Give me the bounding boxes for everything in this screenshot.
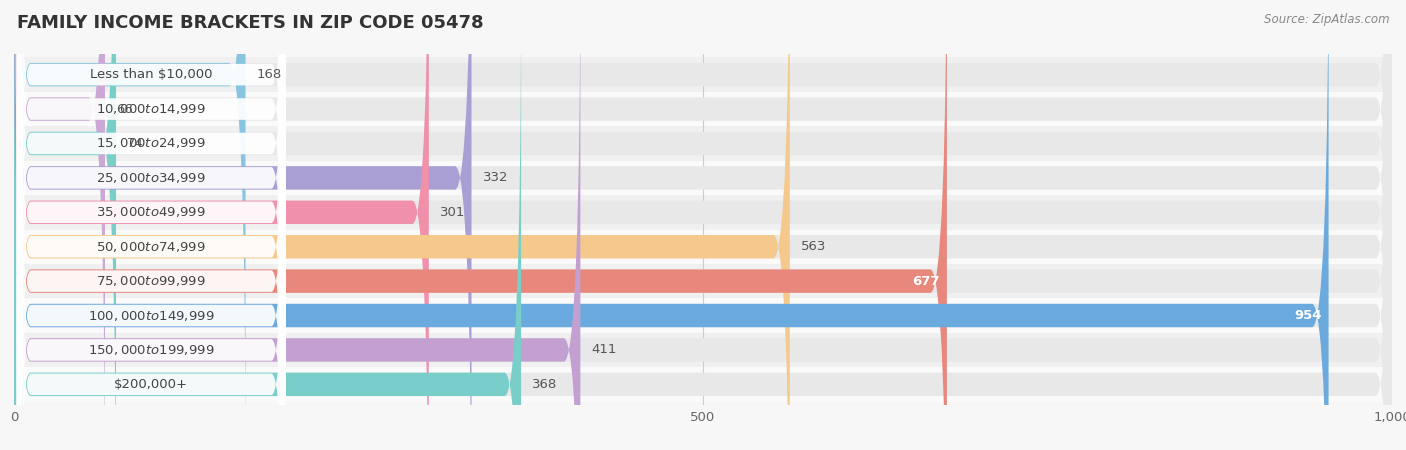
FancyBboxPatch shape bbox=[17, 0, 285, 450]
FancyBboxPatch shape bbox=[14, 0, 117, 450]
FancyBboxPatch shape bbox=[17, 0, 285, 450]
Text: $75,000 to $99,999: $75,000 to $99,999 bbox=[97, 274, 207, 288]
FancyBboxPatch shape bbox=[14, 58, 1392, 92]
FancyBboxPatch shape bbox=[14, 0, 429, 450]
FancyBboxPatch shape bbox=[14, 0, 1392, 450]
Text: 74: 74 bbox=[127, 137, 143, 150]
FancyBboxPatch shape bbox=[14, 0, 1392, 450]
FancyBboxPatch shape bbox=[14, 161, 1392, 195]
FancyBboxPatch shape bbox=[14, 298, 1392, 333]
FancyBboxPatch shape bbox=[17, 0, 285, 450]
Text: Source: ZipAtlas.com: Source: ZipAtlas.com bbox=[1264, 14, 1389, 27]
FancyBboxPatch shape bbox=[14, 0, 471, 450]
Text: 411: 411 bbox=[592, 343, 617, 356]
FancyBboxPatch shape bbox=[17, 0, 285, 450]
FancyBboxPatch shape bbox=[14, 0, 1392, 450]
FancyBboxPatch shape bbox=[14, 0, 1392, 450]
FancyBboxPatch shape bbox=[14, 0, 1392, 450]
FancyBboxPatch shape bbox=[14, 195, 1392, 230]
Text: 168: 168 bbox=[256, 68, 281, 81]
FancyBboxPatch shape bbox=[14, 0, 1392, 450]
FancyBboxPatch shape bbox=[14, 0, 522, 450]
Text: 677: 677 bbox=[912, 274, 941, 288]
Text: $200,000+: $200,000+ bbox=[114, 378, 188, 391]
Text: 563: 563 bbox=[801, 240, 827, 253]
Text: FAMILY INCOME BRACKETS IN ZIP CODE 05478: FAMILY INCOME BRACKETS IN ZIP CODE 05478 bbox=[17, 14, 484, 32]
FancyBboxPatch shape bbox=[14, 0, 1392, 450]
FancyBboxPatch shape bbox=[14, 0, 946, 450]
FancyBboxPatch shape bbox=[17, 0, 285, 415]
Text: Less than $10,000: Less than $10,000 bbox=[90, 68, 212, 81]
Text: 954: 954 bbox=[1294, 309, 1322, 322]
Text: $50,000 to $74,999: $50,000 to $74,999 bbox=[97, 240, 207, 254]
FancyBboxPatch shape bbox=[14, 0, 105, 450]
FancyBboxPatch shape bbox=[17, 10, 285, 450]
FancyBboxPatch shape bbox=[14, 92, 1392, 126]
Text: $25,000 to $34,999: $25,000 to $34,999 bbox=[97, 171, 207, 185]
FancyBboxPatch shape bbox=[14, 0, 790, 450]
Text: $10,000 to $14,999: $10,000 to $14,999 bbox=[97, 102, 207, 116]
FancyBboxPatch shape bbox=[17, 0, 285, 449]
Text: 301: 301 bbox=[440, 206, 465, 219]
Text: $150,000 to $199,999: $150,000 to $199,999 bbox=[89, 343, 215, 357]
Text: $100,000 to $149,999: $100,000 to $149,999 bbox=[89, 309, 215, 323]
FancyBboxPatch shape bbox=[17, 0, 285, 450]
FancyBboxPatch shape bbox=[14, 264, 1392, 298]
Text: 368: 368 bbox=[531, 378, 557, 391]
FancyBboxPatch shape bbox=[17, 44, 285, 450]
Text: $35,000 to $49,999: $35,000 to $49,999 bbox=[97, 205, 207, 219]
FancyBboxPatch shape bbox=[14, 0, 1392, 450]
Text: 332: 332 bbox=[482, 171, 508, 184]
FancyBboxPatch shape bbox=[14, 126, 1392, 161]
FancyBboxPatch shape bbox=[14, 0, 1329, 450]
FancyBboxPatch shape bbox=[17, 0, 285, 450]
FancyBboxPatch shape bbox=[14, 333, 1392, 367]
Text: 66: 66 bbox=[117, 103, 132, 116]
FancyBboxPatch shape bbox=[14, 0, 1392, 450]
FancyBboxPatch shape bbox=[14, 0, 246, 450]
FancyBboxPatch shape bbox=[14, 367, 1392, 401]
FancyBboxPatch shape bbox=[14, 0, 581, 450]
Text: $15,000 to $24,999: $15,000 to $24,999 bbox=[97, 136, 207, 150]
FancyBboxPatch shape bbox=[14, 0, 1392, 450]
FancyBboxPatch shape bbox=[14, 230, 1392, 264]
